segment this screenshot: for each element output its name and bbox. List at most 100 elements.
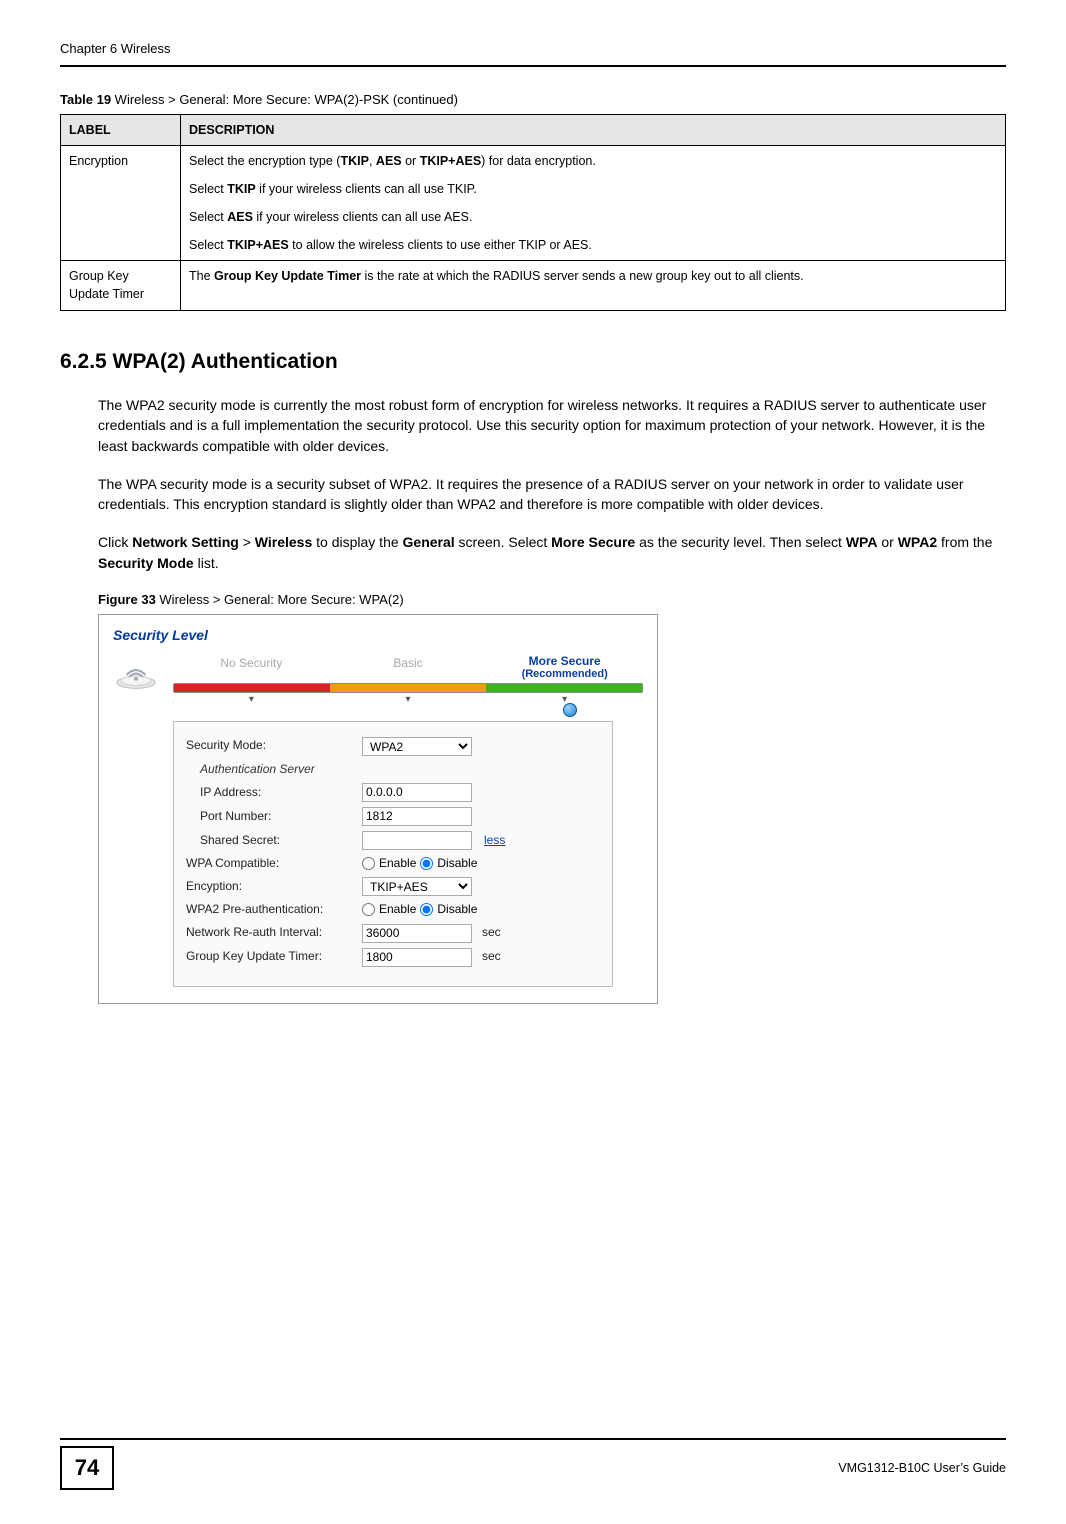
input-shared-secret[interactable]	[362, 831, 472, 850]
input-ip-address[interactable]	[362, 783, 472, 802]
text: Click	[98, 534, 132, 550]
body-paragraph-1: The WPA2 security mode is currently the …	[98, 395, 1006, 456]
row-security-mode: Security Mode: WPA2	[186, 737, 600, 756]
label-wpa-compatible: WPA Compatible:	[186, 855, 356, 872]
section-heading: 6.2.5 WPA(2) Authentication	[60, 347, 1006, 377]
radio-wpa-enable[interactable]	[362, 857, 375, 870]
text-bold: Group Key Update Timer	[214, 269, 361, 283]
text-bold: Network Setting	[132, 534, 239, 550]
row-encryption: Encyption: TKIP+AES	[186, 877, 600, 896]
figure-caption: Figure 33 Wireless > General: More Secur…	[98, 591, 1006, 610]
marker-icon: ▾	[173, 693, 330, 709]
link-less[interactable]: less	[484, 832, 505, 849]
table-row: Group Key Update Timer The Group Key Upd…	[61, 261, 1006, 310]
th-description: DESCRIPTION	[181, 114, 1006, 145]
text-bold: WPA2	[898, 534, 937, 550]
footer: 74 VMG1312-B10C User’s Guide	[60, 1438, 1006, 1490]
text: if your wireless clients can all use AES…	[253, 210, 473, 224]
slider-segment-red	[174, 684, 330, 692]
label-ip: IP Address:	[186, 784, 356, 801]
unit-sec: sec	[482, 924, 501, 941]
label-preauth: WPA2 Pre-authentication:	[186, 901, 356, 918]
slider-labels: No Security Basic More Secure (Recommend…	[173, 655, 643, 680]
security-slider-row: No Security Basic More Secure (Recommend…	[113, 655, 643, 708]
text-bold: More Secure	[551, 534, 635, 550]
radio-preauth-disable[interactable]	[420, 903, 433, 916]
label-port: Port Number:	[186, 808, 356, 825]
text: from the	[937, 534, 992, 550]
label-enable: Enable	[379, 901, 416, 918]
table-caption-bold: Table 19	[60, 92, 111, 107]
header-rule	[60, 65, 1006, 67]
label-enable: Enable	[379, 855, 416, 872]
table-caption: Table 19 Wireless > General: More Secure…	[60, 91, 1006, 110]
text: or	[877, 534, 897, 550]
text-bold: Security Mode	[98, 555, 194, 571]
chapter-header: Chapter 6 Wireless	[60, 40, 1006, 59]
input-reauth[interactable]	[362, 924, 472, 943]
text: is the rate at which the RADIUS server s…	[361, 269, 804, 283]
page-number: 74	[60, 1446, 114, 1490]
footer-guide-name: VMG1312-B10C User’s Guide	[838, 1459, 1006, 1477]
select-encryption[interactable]: TKIP+AES	[362, 877, 472, 896]
cell-groupkey-desc: The Group Key Update Timer is the rate a…	[181, 261, 1006, 310]
row-port: Port Number:	[186, 807, 600, 826]
text: to allow the wireless clients to use eit…	[289, 238, 592, 252]
text-bold: TKIP	[340, 154, 368, 168]
row-ip-address: IP Address:	[186, 783, 600, 802]
text: Select	[189, 238, 227, 252]
slider-segment-orange	[330, 684, 486, 692]
text: (Recommended)	[486, 668, 643, 680]
text: list.	[194, 555, 219, 571]
table-row: Encryption Select the encryption type (T…	[61, 145, 1006, 261]
wpa2psk-table: LABEL DESCRIPTION Encryption Select the …	[60, 114, 1006, 311]
text: Select the encryption type (	[189, 154, 340, 168]
text: Select	[189, 210, 227, 224]
label-no-security: No Security	[173, 655, 330, 680]
security-slider[interactable]	[173, 683, 643, 693]
label-security-mode: Security Mode:	[186, 737, 356, 754]
text-bold: TKIP	[227, 182, 255, 196]
input-port[interactable]	[362, 807, 472, 826]
text: screen. Select	[455, 534, 552, 550]
text-bold: WPA	[846, 534, 878, 550]
label-shared-secret: Shared Secret:	[186, 832, 356, 849]
radio-wpa-disable[interactable]	[420, 857, 433, 870]
row-shared-secret: Shared Secret: less	[186, 831, 600, 850]
slider-thumb[interactable]	[563, 703, 577, 717]
row-wpa-compatible: WPA Compatible: Enable Disable	[186, 855, 600, 872]
row-preauth: WPA2 Pre-authentication: Enable Disable	[186, 901, 600, 918]
text-bold: AES	[227, 210, 253, 224]
figure-panel: Security Level No Security Basic More Se…	[98, 614, 658, 1004]
radio-preauth-enable[interactable]	[362, 903, 375, 916]
settings-box: Security Mode: WPA2 Authentication Serve…	[173, 721, 613, 987]
text-bold: TKIP+AES	[420, 154, 481, 168]
unit-sec: sec	[482, 948, 501, 965]
body-paragraph-3: Click Network Setting > Wireless to disp…	[98, 532, 1006, 573]
label-encryption: Encyption:	[186, 878, 356, 895]
th-label: LABEL	[61, 114, 181, 145]
text: to display the	[312, 534, 402, 550]
label-auth-server: Authentication Server	[186, 761, 356, 778]
label-groupkey: Group Key Update Timer:	[186, 948, 356, 965]
text: or	[402, 154, 420, 168]
label-disable: Disable	[437, 855, 477, 872]
panel-title: Security Level	[113, 625, 643, 645]
label-reauth: Network Re-auth Interval:	[186, 924, 356, 941]
text-bold: TKIP+AES	[227, 238, 288, 252]
row-groupkey: Group Key Update Timer: sec	[186, 948, 600, 967]
slider-zone: No Security Basic More Secure (Recommend…	[173, 655, 643, 708]
select-security-mode[interactable]: WPA2	[362, 737, 472, 756]
footer-rule	[60, 1438, 1006, 1440]
input-groupkey[interactable]	[362, 948, 472, 967]
wifi-icon	[113, 655, 159, 691]
figure-caption-rest: Wireless > General: More Secure: WPA(2)	[156, 592, 404, 607]
label-disable: Disable	[437, 901, 477, 918]
label-basic: Basic	[330, 655, 487, 680]
table-caption-rest: Wireless > General: More Secure: WPA(2)-…	[111, 92, 458, 107]
text-bold: Wireless	[255, 534, 312, 550]
label-more-secure: More Secure (Recommended)	[486, 655, 643, 680]
marker-icon: ▾	[330, 693, 487, 709]
text: Select	[189, 182, 227, 196]
text: if your wireless clients can all use TKI…	[256, 182, 477, 196]
